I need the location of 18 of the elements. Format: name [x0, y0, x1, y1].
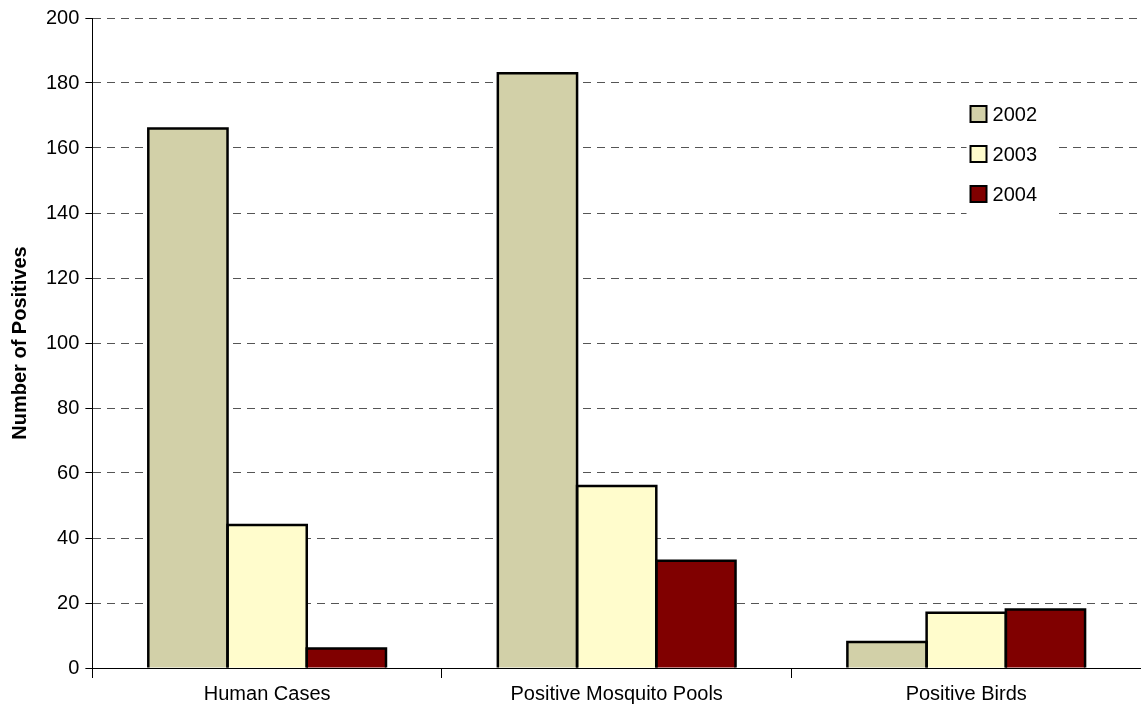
- legend-label: 2004: [992, 182, 1038, 205]
- y-tick-label: 0: [68, 655, 80, 678]
- y-tick-label: 80: [57, 395, 80, 418]
- x-tick-label: Positive Birds: [905, 681, 1027, 704]
- y-tick-label: 140: [45, 200, 80, 223]
- y-tick-label: 180: [45, 70, 80, 93]
- y-tick-label: 60: [57, 460, 80, 483]
- x-tick-label: Human Cases: [203, 681, 331, 704]
- x-tick-label: Positive Mosquito Pools: [510, 681, 723, 704]
- legend-label: 2002: [992, 102, 1038, 125]
- y-tick-label: 20: [57, 590, 80, 613]
- y-axis-title: Number of Positives: [7, 246, 30, 440]
- y-tick-label: 200: [45, 5, 80, 28]
- y-tick-label: 40: [57, 525, 80, 548]
- y-tick-label: 120: [45, 265, 80, 288]
- y-tick-label: 100: [45, 330, 80, 353]
- legend-label: 2003: [992, 142, 1038, 165]
- y-tick-label: 160: [45, 135, 80, 158]
